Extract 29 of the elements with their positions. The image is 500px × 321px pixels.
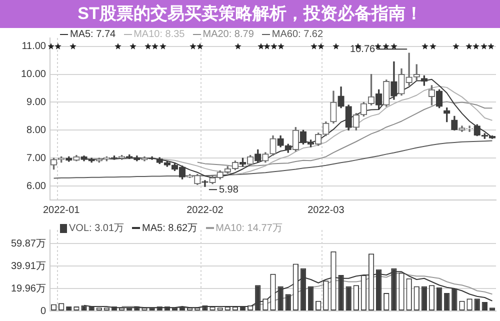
chart-title: ST股票的交易买卖策略解析，投资必备指南！ [0,0,500,28]
x-tick-label: 2022-01 [42,204,80,216]
bar [421,286,428,310]
legend-label: MA20: 8.79 [202,29,254,40]
x-tick-label: 2022-02 [186,204,224,216]
annotation: 5.98 [218,184,239,196]
bar [308,286,314,310]
y-tick-label: 7.00 [26,152,46,164]
legend-label: MA5: 7.74 [70,29,116,40]
y-tick-label: 8.00 [26,124,46,136]
legend-label: VOL: 3.01万 [69,222,124,235]
y-tick-label: 6.00 [26,180,46,192]
y-tick-label: 9.00 [26,96,46,108]
bar [285,294,291,310]
bar [444,293,450,310]
y-tick-label: 10.00 [20,69,46,80]
y-tick-label: 11.00 [22,41,46,52]
x-tick-label: 2022-03 [308,204,345,216]
bar [346,286,352,310]
y-tick-label: 39.91万 [10,260,46,272]
candlestick [202,180,208,187]
legend-label: MA10: 8.35 [134,29,185,40]
legend-label: MA5: 8.62万 [142,222,198,235]
legend-label: MA10: 14.77万 [216,222,282,235]
y-tick-label: 59.87万 [10,238,46,250]
legend-label: MA60: 7.62 [272,29,324,40]
bar [474,298,480,310]
y-tick-label: 0 [40,306,46,317]
y-tick-label: 19.96万 [10,283,46,294]
